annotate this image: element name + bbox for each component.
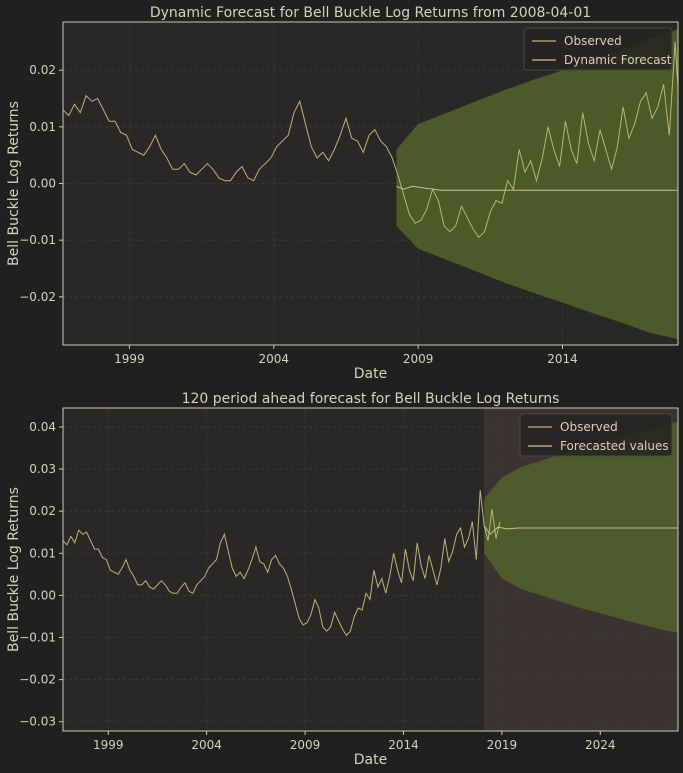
y-tick-label: 0.03	[29, 462, 56, 476]
confidence-interval-band	[484, 421, 678, 633]
y-tick-label: 0.02	[29, 504, 56, 518]
x-tick-label: 2014	[547, 352, 578, 366]
legend-box	[519, 413, 673, 457]
y-tick-label: −0.01	[19, 631, 56, 645]
y-tick-label: −0.01	[19, 233, 56, 247]
observed-series-line	[63, 490, 501, 637]
legend: Observed Forecasted values	[519, 413, 673, 457]
y-tick-label: 0.01	[29, 546, 56, 560]
forecast-series-line	[483, 525, 678, 536]
legend: Observed Dynamic Forecast	[523, 27, 673, 71]
chart-title: Dynamic Forecast for Bell Buckle Log Ret…	[150, 5, 591, 21]
y-tick-label: 0.02	[29, 63, 56, 77]
x-tick-label: 2009	[403, 352, 434, 366]
x-tick-label: 1999	[114, 352, 145, 366]
confidence-interval-band	[396, 29, 678, 340]
y-tick-label: 0.00	[29, 588, 56, 602]
y-axis-label: Bell Buckle Log Returns	[6, 487, 22, 652]
x-tick-label: 2004	[191, 738, 222, 752]
x-tick-label: 1999	[93, 738, 124, 752]
observed-series-line	[63, 41, 678, 239]
y-tick-label: 0.04	[29, 420, 56, 434]
legend-label: Observed	[564, 34, 622, 48]
y-tick-label: −0.02	[19, 673, 56, 687]
y-tick-label: −0.02	[19, 290, 56, 304]
legend-label: Forecasted values	[560, 439, 669, 453]
chart-title: 120 period ahead forecast for Bell Buckl…	[182, 391, 560, 407]
y-tick-label: 0.01	[29, 120, 56, 134]
legend-label: Dynamic Forecast	[564, 53, 672, 67]
x-axis-label: Date	[354, 752, 387, 768]
x-axis-label: Date	[354, 366, 387, 382]
x-tick-label: 2024	[585, 738, 616, 752]
chart-panel-1: 1999 2004 2009 2014 −0.02 −0.01 0.00 0.01 0.02 Dy…	[6, 5, 679, 382]
forecast-series-line	[396, 185, 678, 191]
axes-frame	[62, 407, 679, 732]
y-tick-label: −0.03	[19, 715, 56, 729]
x-tick-label: 2014	[388, 738, 419, 752]
x-tick-label: 2019	[487, 738, 518, 752]
y-axis-label: Bell Buckle Log Returns	[6, 101, 22, 266]
x-tick-label: 2009	[290, 738, 321, 752]
legend-box	[523, 27, 673, 71]
chart-panel-2: 1999 2004 2009 2014 2019 2024 −0.03 −0.02 −0.01 0…	[6, 391, 679, 768]
x-tick-label: 2004	[259, 352, 290, 366]
legend-label: Observed	[560, 420, 618, 434]
y-tick-label: 0.00	[29, 177, 56, 191]
